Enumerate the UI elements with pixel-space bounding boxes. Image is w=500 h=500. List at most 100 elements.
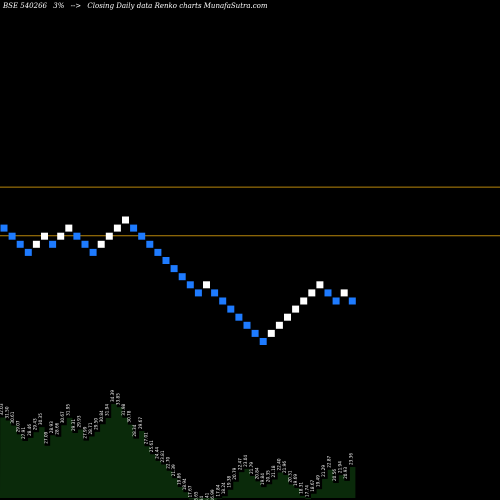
renko-brick-down xyxy=(235,313,243,321)
value-label: 20.56 xyxy=(332,469,337,481)
value-label: 20.84 xyxy=(254,467,259,479)
symbol-label: BSE 540266 xyxy=(3,2,47,10)
chart-header: BSE 540266 3% --> Closing Daily data Ren… xyxy=(3,2,272,10)
value-label: 18.67 xyxy=(310,479,315,491)
value-label: 31.50 xyxy=(5,406,10,418)
renko-brick-up xyxy=(308,289,316,297)
value-label: 20.93 xyxy=(343,467,348,479)
value-label: 29.07 xyxy=(16,420,21,432)
value-label: 31.95 xyxy=(66,404,71,416)
renko-brick-down xyxy=(251,329,259,337)
value-label: 31.94 xyxy=(105,404,110,416)
renko-brick-up xyxy=(41,232,48,240)
value-label: 21.18 xyxy=(271,465,276,477)
value-label: 31.98 xyxy=(121,403,126,415)
renko-brick-down xyxy=(194,289,202,297)
renko-brick-up xyxy=(32,240,40,248)
value-label: 22.47 xyxy=(238,458,243,470)
value-label: 21.29 xyxy=(321,465,326,477)
renko-brick-down xyxy=(8,232,16,240)
value-label: 29.50 xyxy=(93,418,98,430)
value-label: 19.86 xyxy=(177,473,182,485)
arrow-label: --> xyxy=(70,2,82,10)
renko-brick-down xyxy=(211,289,219,297)
renko-brick-up xyxy=(97,240,105,248)
value-label: 20.35 xyxy=(265,470,270,482)
value-label: 23.81 xyxy=(160,450,165,462)
renko-brick-down xyxy=(154,248,162,256)
value-label: 29.67 xyxy=(138,417,143,429)
renko-brick-up xyxy=(105,232,113,240)
renko-brick-up xyxy=(340,289,348,297)
renko-brick-down xyxy=(24,248,32,256)
renko-brick-up xyxy=(275,321,283,329)
renko-brick-down xyxy=(146,240,154,248)
value-label: 22.40 xyxy=(277,458,282,470)
renko-brick-down xyxy=(259,338,267,345)
value-label: 21.96 xyxy=(282,461,287,473)
renko-brick-down xyxy=(89,248,97,256)
value-label: 19.69 xyxy=(293,474,298,486)
value-label: 30.78 xyxy=(127,410,132,422)
value-label: 18.94 xyxy=(182,478,187,490)
value-label: 28.93 xyxy=(49,421,54,433)
renko-brick-up xyxy=(284,313,291,321)
value-label: 29.31 xyxy=(71,419,76,431)
renko-brick-up xyxy=(292,305,300,313)
value-label: 18.24 xyxy=(221,482,226,494)
value-label: 22.70 xyxy=(166,456,171,468)
renko-brick-up xyxy=(113,224,121,232)
renko-brick-down xyxy=(243,321,251,329)
value-label: 28.34 xyxy=(132,424,137,436)
renko-brick-down xyxy=(138,232,146,240)
renko-brick-up xyxy=(300,297,308,305)
reference-lines xyxy=(0,186,500,237)
value-label: 30.61 xyxy=(10,411,15,423)
renko-brick-down xyxy=(324,289,332,297)
renko-brick-down xyxy=(170,265,178,273)
change-label: 3% xyxy=(53,2,65,10)
value-label: 28.71 xyxy=(88,422,93,434)
renko-brick-up xyxy=(122,216,129,224)
value-label: 32.03 xyxy=(0,403,4,415)
renko-brick-up xyxy=(267,329,275,337)
value-label: 30.67 xyxy=(60,411,65,423)
renko-brick-down xyxy=(0,224,8,232)
renko-brick-down xyxy=(348,297,356,305)
value-label: 30.84 xyxy=(99,410,104,422)
renko-brick-down xyxy=(130,224,138,232)
value-label: 21.79 xyxy=(249,462,254,474)
value-label: 15.84 xyxy=(199,496,204,500)
value-label: 30.35 xyxy=(38,413,43,425)
value-label: 23.36 xyxy=(349,453,354,465)
value-label: 34.39 xyxy=(110,390,115,402)
value-label: 33.85 xyxy=(116,393,121,405)
value-label: 16.65 xyxy=(193,491,198,500)
value-label: 27.91 xyxy=(21,427,26,439)
renko-brick-down xyxy=(73,232,81,240)
renko-brick-up xyxy=(203,281,210,289)
value-label: 16.41 xyxy=(204,492,209,500)
renko-brick-down xyxy=(186,281,194,289)
value-label: 17.74 xyxy=(304,485,309,497)
description-label: Closing Daily data Renko charts MunafaSu… xyxy=(87,2,268,10)
value-label: 22.87 xyxy=(326,455,331,467)
value-label: 20.31 xyxy=(288,470,293,482)
value-label: 28.46 xyxy=(27,424,32,436)
value-label: 18.31 xyxy=(299,482,304,494)
value-label: 23.04 xyxy=(243,455,248,467)
value-label: 17.67 xyxy=(188,485,193,497)
volume-area xyxy=(0,404,356,500)
renko-brick-down xyxy=(49,240,57,248)
value-label: 25.61 xyxy=(149,440,154,452)
renko-brick-down xyxy=(81,240,89,248)
value-label: 27.99 xyxy=(82,426,87,438)
value-label: 27.01 xyxy=(143,432,148,444)
value-label: 20.79 xyxy=(232,467,237,479)
value-label: 21.39 xyxy=(171,464,176,476)
renko-brick-down xyxy=(178,273,186,281)
renko-brick-down xyxy=(162,257,170,264)
value-label: 19.49 xyxy=(315,475,320,487)
